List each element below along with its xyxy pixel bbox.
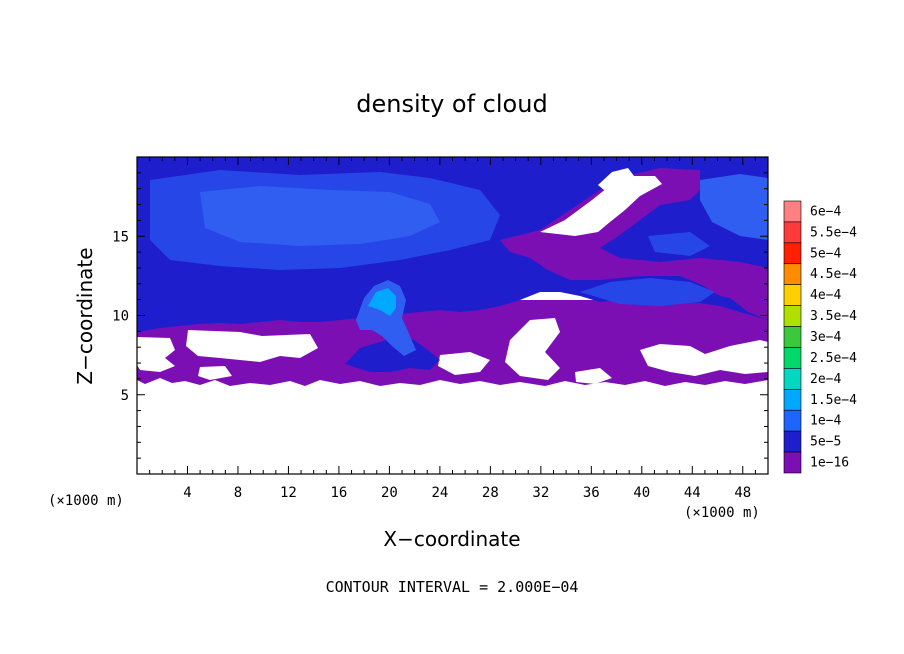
colorbar: 6e−4 5.5e−4 5e−4 4.5e−4 4e−4 3.5e−4 3e−4 2.5e−4… (783, 200, 857, 474)
clear-gap-5 (505, 318, 560, 380)
colorbar-label: 1e−4 (810, 414, 841, 429)
colorbar-label: 2e−4 (810, 372, 841, 387)
x-tick-label: 36 (583, 485, 600, 501)
colorbar-label: 5.5e−4 (810, 225, 857, 240)
cloud-core-base (345, 336, 440, 372)
right-top-blue (700, 174, 768, 240)
chart-title: density of cloud (356, 90, 547, 118)
colorbar-swatch (783, 284, 802, 306)
colorbar-swatch (783, 242, 802, 265)
colorbar-swatch (783, 451, 802, 474)
x-tick-label: 28 (482, 485, 499, 501)
colorbar-swatch (783, 305, 802, 327)
colorbar-swatch (783, 409, 802, 432)
right-mid-blue (648, 232, 710, 256)
low-cloud-band (137, 300, 768, 386)
density-field (137, 157, 768, 386)
y-tick-label: 15 (112, 229, 129, 245)
x-tick-label: 48 (734, 485, 751, 501)
clear-patch-small (598, 168, 634, 190)
colorbar-swatch (783, 263, 802, 285)
y-tick-label: 10 (112, 309, 129, 325)
right-purple-streak (700, 268, 768, 320)
x-tick-label: 8 (234, 485, 242, 501)
clear-gap-7 (575, 368, 612, 384)
colorbar-label: 1e−16 (810, 456, 849, 471)
x-tick-label: 12 (280, 485, 297, 501)
y-axis: 5 10 15 (112, 172, 768, 459)
colorbar-label: 2.5e−4 (810, 351, 857, 366)
colorbar-label: 6e−4 (810, 204, 841, 219)
colorbar-swatch (783, 389, 802, 411)
colorbar-label: 5e−5 (810, 435, 841, 450)
colorbar-label: 3.5e−4 (810, 309, 857, 324)
x-tick-label: 32 (532, 485, 549, 501)
clear-gap-4 (438, 352, 490, 375)
clear-gap-1 (137, 337, 175, 372)
colorbar-swatch (783, 368, 802, 390)
colorbar-swatch (783, 200, 802, 223)
colorbar-label: 1.5e−4 (810, 393, 857, 408)
colorbar-label: 4e−4 (810, 288, 841, 303)
cloud-core-plume (356, 280, 416, 356)
clear-patch-upper (540, 176, 662, 236)
interior-lighter-blue (200, 186, 440, 246)
contour-interval-note: CONTOUR INTERVAL = 2.000E−04 (326, 578, 579, 596)
colorbar-swatch (783, 347, 802, 369)
x-tick-label: 16 (330, 485, 347, 501)
colorbar-swatch (783, 326, 802, 348)
x-tick-label: 40 (633, 485, 650, 501)
colorbar-label: 5e−4 (810, 246, 841, 261)
cloud-core-peak (368, 288, 396, 316)
upper-purple-streak (500, 168, 768, 300)
clear-gap-2 (186, 330, 318, 362)
colorbar-swatch (783, 430, 802, 453)
x-axis-unit: (×1000 m) (684, 505, 760, 521)
x-axis: 4 8 12 16 20 24 28 32 36 40 44 48 (149, 157, 756, 501)
x-tick-label: 4 (183, 485, 191, 501)
y-tick-label: 5 (121, 388, 129, 404)
colorbar-label: 4.5e−4 (810, 267, 857, 282)
x-axis-title: X−coordinate (383, 527, 520, 551)
right-interior-blue (580, 278, 715, 306)
clear-gap-3 (198, 366, 232, 380)
x-tick-label: 24 (431, 485, 448, 501)
y-axis-unit: (×1000 m) (48, 493, 124, 509)
y-axis-title: Z−coordinate (73, 247, 97, 384)
x-tick-label: 20 (381, 485, 398, 501)
clear-gap-6 (640, 340, 768, 376)
x-tick-label: 44 (684, 485, 701, 501)
colorbar-swatch (783, 221, 802, 244)
colorbar-label: 3e−4 (810, 330, 841, 345)
